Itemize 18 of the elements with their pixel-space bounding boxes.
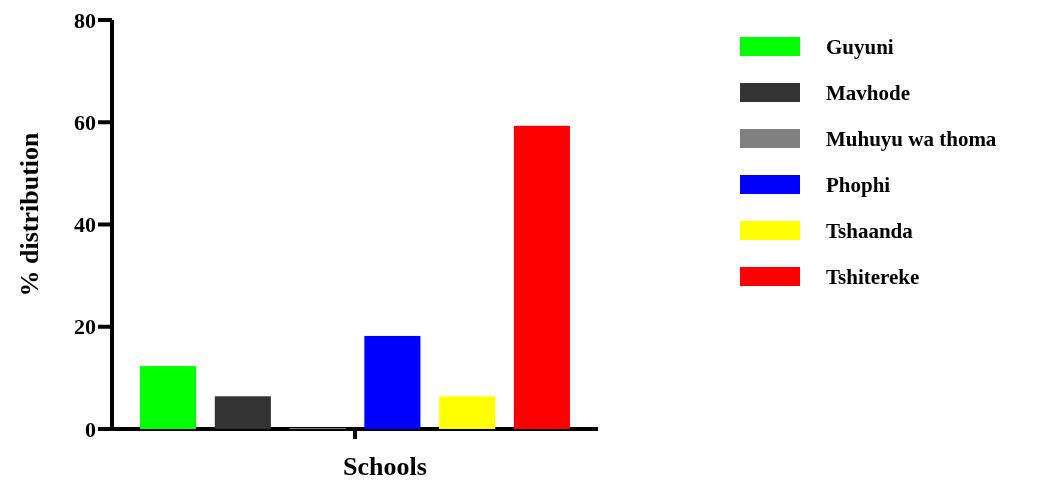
legend-label: Muhuyu wa thoma xyxy=(826,127,997,152)
legend-label: Tshitereke xyxy=(826,265,920,290)
bar xyxy=(214,396,271,429)
bar xyxy=(439,396,496,429)
y-tick-label: 20 xyxy=(74,314,96,340)
y-tick-label: 80 xyxy=(74,7,96,33)
y-tick-label: 40 xyxy=(74,212,96,238)
y-tick-label: 0 xyxy=(85,416,96,442)
legend-label: Guyuni xyxy=(826,35,894,60)
legend-label: Mavhode xyxy=(826,81,910,106)
legend-label: Tshaanda xyxy=(826,219,914,244)
bar xyxy=(140,366,197,429)
y-axis-title: % distribution xyxy=(15,131,44,297)
legend-label: Phophi xyxy=(826,173,891,198)
bar xyxy=(513,125,570,429)
x-axis-title: Schools xyxy=(343,452,427,481)
bar xyxy=(364,335,421,429)
y-tick-label: 60 xyxy=(74,109,96,135)
